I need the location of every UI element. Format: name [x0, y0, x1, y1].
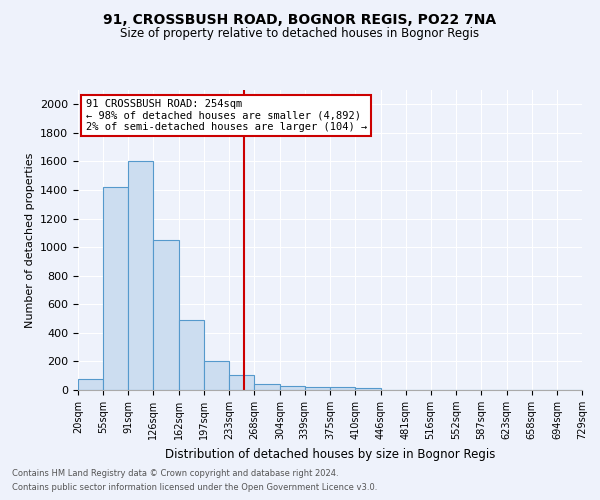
Bar	[355, 388, 381, 390]
Bar	[103, 187, 128, 390]
Text: Size of property relative to detached houses in Bognor Regis: Size of property relative to detached ho…	[121, 28, 479, 40]
Bar	[280, 386, 305, 390]
Bar	[128, 162, 154, 390]
Bar	[254, 384, 280, 390]
Bar	[154, 240, 179, 390]
Bar	[179, 320, 204, 390]
Text: Contains HM Land Registry data © Crown copyright and database right 2024.: Contains HM Land Registry data © Crown c…	[12, 468, 338, 477]
Bar	[229, 375, 254, 390]
Bar	[331, 388, 355, 390]
X-axis label: Distribution of detached houses by size in Bognor Regis: Distribution of detached houses by size …	[165, 448, 495, 460]
Bar	[204, 360, 229, 390]
Bar	[78, 378, 103, 390]
Y-axis label: Number of detached properties: Number of detached properties	[25, 152, 35, 328]
Bar	[305, 387, 331, 390]
Text: 91 CROSSBUSH ROAD: 254sqm
← 98% of detached houses are smaller (4,892)
2% of sem: 91 CROSSBUSH ROAD: 254sqm ← 98% of detac…	[86, 99, 367, 132]
Text: 91, CROSSBUSH ROAD, BOGNOR REGIS, PO22 7NA: 91, CROSSBUSH ROAD, BOGNOR REGIS, PO22 7…	[103, 12, 497, 26]
Text: Contains public sector information licensed under the Open Government Licence v3: Contains public sector information licen…	[12, 484, 377, 492]
